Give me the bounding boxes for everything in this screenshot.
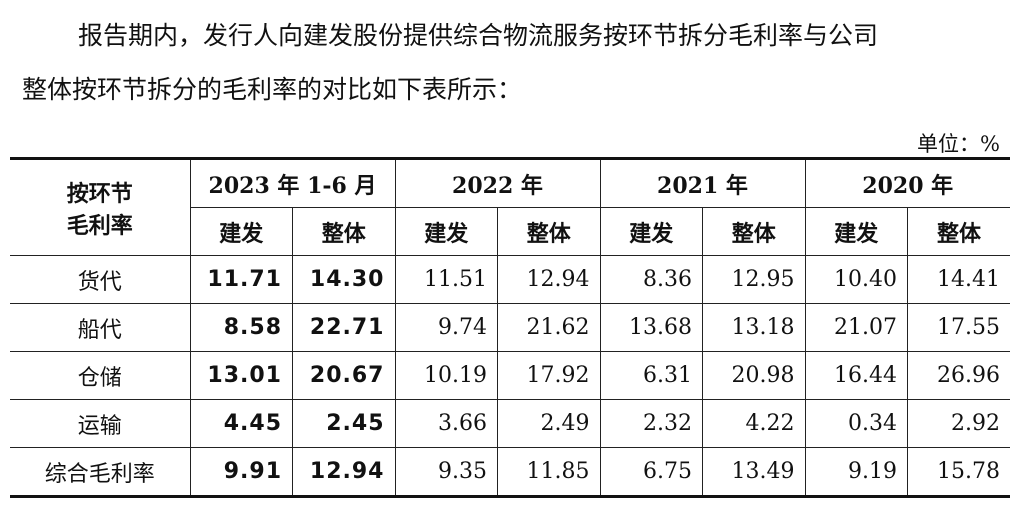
cell-value: 17.55 [907,303,1010,352]
subheader: 建发 [599,207,703,256]
cell-value: 0.34 [804,399,908,448]
period-header: 2023 年 1-6 月 [189,157,396,208]
data-row: 货代 11.71 14.30 11.51 12.94 8.36 12.95 10.40 14.4… [10,255,1010,304]
subheader: 整体 [497,207,601,256]
subheader-row: 建发 整体 建发 整体 建发 整体 建发 整体 [10,207,1010,256]
subheader: 建发 [190,207,293,256]
cell-value: 2.32 [599,399,703,448]
comparison-table: 按环节 毛利率 2023 年 1-6 月 2022 年 2021 年 2020 年建发 整体… [10,157,1010,498]
cell-value: 11.85 [497,447,601,498]
cell-value: 8.36 [599,255,703,304]
subheader: 建发 [394,207,498,256]
cell-value: 13.18 [702,303,806,352]
cell-value: 13.01 [189,351,293,400]
cell-value: 15.78 [907,447,1010,498]
cell-value: 22.71 [292,303,396,352]
cell-value: 13.68 [599,303,703,352]
cell-value: 11.71 [189,255,293,304]
cell-value: 2.92 [907,399,1010,448]
cell-value: 21.62 [497,303,601,352]
cell-value: 12.95 [702,255,806,304]
paragraph-line: 报告期内，发行人向建发股份提供综合物流服务按环节拆分毛利率与公司 [78,21,879,50]
data-row: 船代 8.58 22.71 9.74 21.62 13.68 13.18 21.07 17.55 [10,303,1010,352]
data-row: 仓储 13.01 20.67 10.19 17.92 6.31 20.98 16.44 26.9… [10,351,1010,400]
corner-header: 按环节 毛利率 [10,157,191,256]
row-label: 货代 [10,255,191,304]
cell-value: 6.31 [599,351,703,400]
row-label: 船代 [10,303,191,352]
subheader: 建发 [804,207,908,256]
cell-value: 8.58 [189,303,293,352]
cell-value: 2.49 [497,399,601,448]
cell-value: 16.44 [804,351,908,400]
cell-value: 11.51 [394,255,498,304]
cell-value: 3.66 [394,399,498,448]
cell-value: 10.19 [394,351,498,400]
cell-value: 4.45 [189,399,293,448]
data-row: 综合毛利率 9.91 12.94 9.35 11.85 6.75 13.49 9.19 15.7… [10,447,1010,498]
cell-value: 17.92 [497,351,601,400]
cell-value: 12.94 [497,255,601,304]
cell-value: 20.67 [292,351,396,400]
period-header: 2021 年 [599,157,806,208]
cell-value: 14.41 [907,255,1010,304]
cell-value: 4.22 [702,399,806,448]
cell-value: 26.96 [907,351,1010,400]
cell-value: 21.07 [804,303,908,352]
subheader: 整体 [702,207,806,256]
cell-value: 9.19 [804,447,908,498]
cell-value: 12.94 [292,447,396,498]
subheader: 整体 [292,207,396,256]
data-row: 运输 4.45 2.45 3.66 2.49 2.32 4.22 0.34 2.92 [10,399,1010,448]
subheader: 整体 [907,207,1010,256]
corner-line: 按环节 [66,180,133,207]
cell-value: 9.74 [394,303,498,352]
cell-value: 2.45 [292,399,396,448]
cell-value: 13.49 [702,447,806,498]
paragraph-line: 整体按环节拆分的毛利率的对比如下表所示： [22,75,523,104]
unit-label: 单位：% [917,132,1000,156]
row-label: 运输 [10,399,191,448]
row-label: 仓储 [10,351,191,400]
cell-value: 10.40 [804,255,908,304]
header-row: 按环节 毛利率 2023 年 1-6 月 2022 年 2021 年 2020 年 [10,157,1010,256]
cell-value: 9.35 [394,447,498,498]
cell-value: 20.98 [702,351,806,400]
cell-value: 9.91 [189,447,293,498]
cell-value: 6.75 [599,447,703,498]
period-header: 2022 年 [394,157,601,208]
cell-value: 14.30 [292,255,396,304]
corner-line: 毛利率 [66,212,133,239]
period-header: 2020 年 [804,157,1010,208]
row-label: 综合毛利率 [10,447,191,498]
